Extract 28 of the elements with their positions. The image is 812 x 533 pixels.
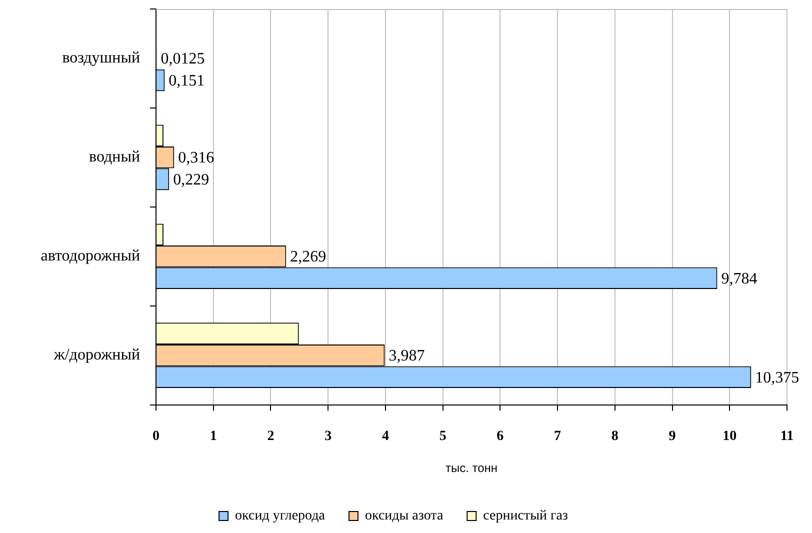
legend-label: сернистый газ — [483, 508, 568, 524]
data-label: 0,0125 — [160, 50, 205, 68]
x-tick-label: 8 — [611, 428, 618, 444]
legend-label: оксид углерода — [235, 508, 326, 524]
x-tick-label: 6 — [496, 428, 504, 444]
x-tick-label: 9 — [668, 428, 676, 444]
x-tick-label: 0 — [152, 428, 160, 444]
data-label: 9,784 — [721, 270, 758, 288]
x-axis-title: тыс. тонн — [445, 461, 498, 476]
x-tick-label: 5 — [439, 428, 446, 444]
x-tick-label: 3 — [324, 428, 332, 444]
data-label: 10,375 — [755, 369, 800, 386]
data-label: 2,269 — [290, 248, 326, 266]
data-label: 0,229 — [173, 171, 210, 188]
data-label: 0,316 — [178, 150, 214, 167]
legend-label: оксиды азота — [364, 508, 444, 524]
y-tick-label: ж/дорожный — [52, 346, 140, 364]
x-tick-label: 11 — [780, 428, 794, 444]
x-tick-label: 4 — [382, 428, 389, 444]
x-tick-label: 7 — [554, 428, 562, 444]
y-tick-label: автодорожный — [40, 248, 140, 265]
x-tick-label: 2 — [267, 428, 274, 444]
x-tick-label: 10 — [722, 428, 737, 444]
x-tick-label: 1 — [210, 428, 217, 444]
y-tick-label: водный — [89, 148, 140, 166]
data-label: 3,987 — [388, 348, 425, 365]
data-label: 0,151 — [168, 72, 205, 90]
y-tick-label: воздушный — [62, 50, 140, 67]
